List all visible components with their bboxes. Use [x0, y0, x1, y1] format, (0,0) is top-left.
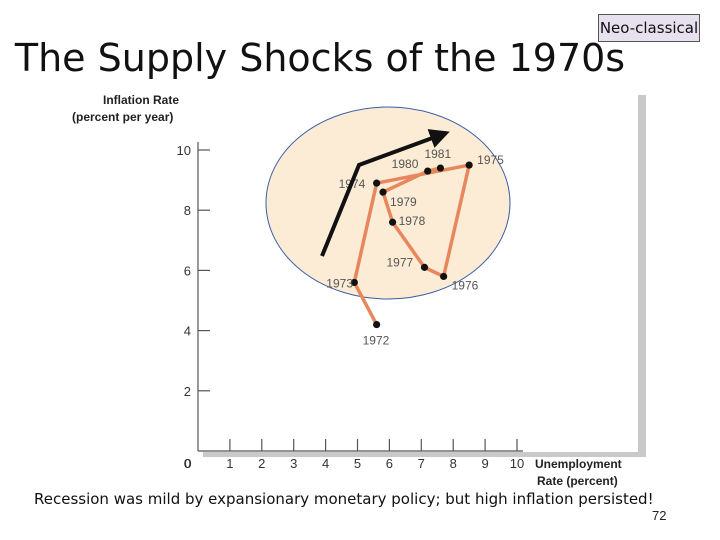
point-label-1973: 1973	[326, 276, 353, 290]
point-label-1975: 1975	[477, 153, 504, 167]
data-point-1981	[436, 164, 445, 172]
x-tick-label: 2	[258, 456, 265, 471]
x-axis-label-line-1: Unemployment	[535, 457, 622, 471]
point-label-1978: 1978	[399, 214, 426, 228]
data-point-1972	[373, 320, 381, 329]
data-point-1975	[465, 161, 473, 169]
x-tick-label: 9	[481, 456, 488, 471]
x-tick-label: 3	[290, 456, 297, 471]
point-label-1972: 1972	[363, 334, 390, 348]
data-point-1973	[350, 278, 358, 287]
y-tick-label: 0	[184, 456, 191, 471]
x-tick-label: 6	[386, 456, 393, 471]
point-label-1980: 1980	[392, 157, 419, 171]
x-tick-label: 8	[450, 456, 457, 471]
data-point-1974	[373, 179, 381, 187]
slide-title: The Supply Shocks of the 1970s	[14, 36, 626, 80]
y-tick-label: 2	[184, 384, 191, 399]
trend-arrow	[320, 129, 450, 257]
y-axis-label-line-1: Inflation Rate	[103, 93, 179, 107]
x-tick-label: 1	[226, 456, 233, 471]
x-tick-label: 4	[322, 456, 329, 471]
inflation-unemployment-path	[352, 163, 471, 326]
y-axis-label-line-2: (percent per year)	[72, 110, 173, 124]
x-tick-label: 5	[354, 456, 361, 471]
x-axis-label-line-2: Rate (percent)	[537, 474, 618, 488]
y-tick-label: 10	[177, 143, 191, 158]
data-point-1978	[388, 218, 397, 226]
data-point-1979	[379, 188, 387, 196]
slide-number: 72	[652, 508, 667, 523]
y-tick-label: 4	[184, 324, 191, 339]
data-point-1977	[420, 263, 429, 271]
point-label-1979: 1979	[390, 195, 417, 209]
neo-classical-badge: Neo-classical	[598, 14, 700, 42]
x-tick-label: 7	[418, 456, 425, 471]
x-tick-label: 10	[510, 456, 524, 471]
y-tick-label: 8	[184, 203, 191, 218]
y-tick-label: 6	[184, 263, 191, 278]
data-point-1976	[440, 272, 448, 281]
slide-caption: Recession was mild by expansionary monet…	[34, 490, 654, 508]
point-label-1977: 1977	[386, 255, 413, 269]
point-label-1976: 1976	[452, 278, 479, 292]
point-label-1981: 1981	[424, 147, 451, 161]
data-point-1980	[424, 167, 432, 175]
x-tick-label: 0	[184, 456, 191, 471]
